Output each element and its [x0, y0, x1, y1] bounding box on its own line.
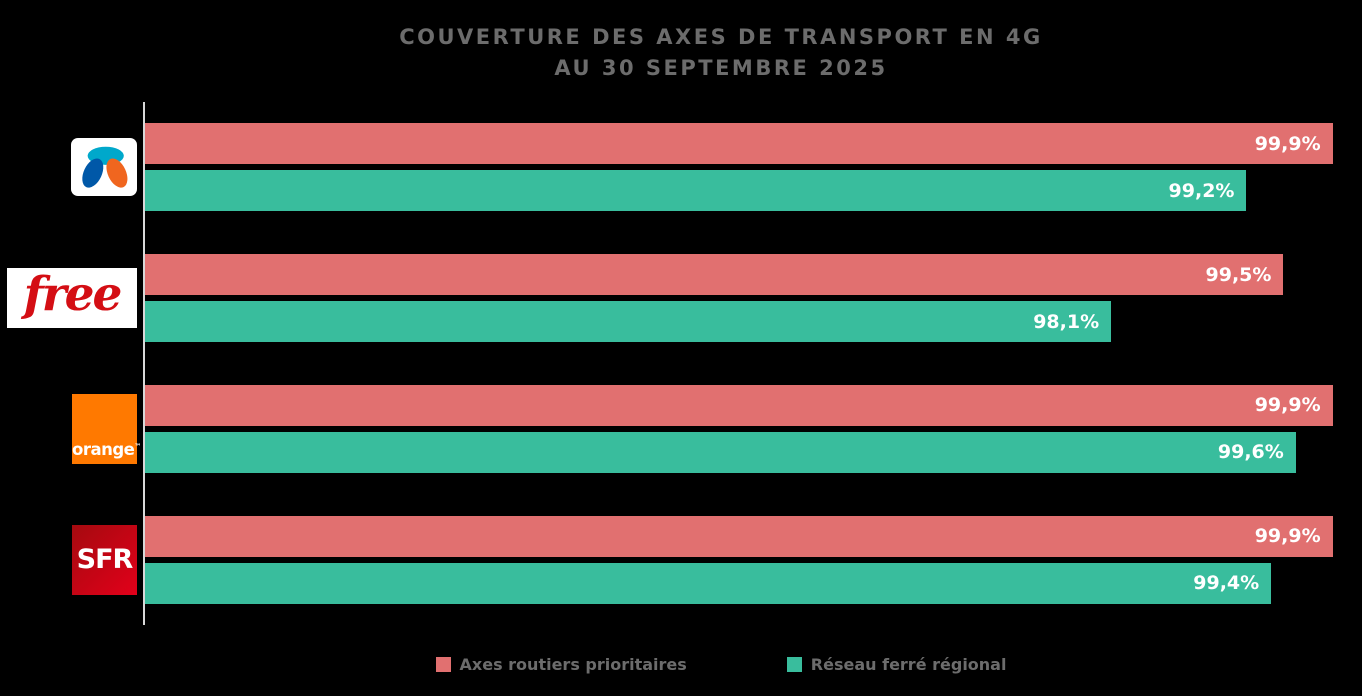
bouygues-ellipses-icon	[82, 147, 128, 188]
bars-plot: 99,9% 99,2% 99,5% 98,1% 99,9% 99,6% 99	[143, 102, 1345, 625]
chart-row-bouygues: 99,9% 99,2%	[145, 102, 1345, 233]
category-orange: orange™	[0, 364, 143, 495]
bar-bouygues-reseau-ferre: 99,2%	[145, 170, 1247, 212]
legend-swatch-axes-routiers-icon	[435, 657, 451, 672]
category-logo-column: free orange™ SFR	[0, 102, 143, 625]
sfr-logo-text: SFR	[76, 544, 134, 576]
chart-title-line1: COUVERTURE DES AXES DE TRANSPORT EN 4G	[399, 25, 1043, 49]
bar-sfr-axes-routiers: 99,9%	[145, 515, 1333, 557]
bar-free-reseau-ferre: 98,1%	[145, 301, 1112, 343]
value-label: 99,5%	[1205, 263, 1272, 286]
chart-row-free: 99,5% 98,1%	[145, 233, 1345, 364]
chart-title-line2: AU 30 SEPTEMBRE 2025	[554, 56, 888, 80]
bar-sfr-reseau-ferre: 99,4%	[145, 562, 1272, 604]
category-free: free	[0, 233, 143, 364]
value-label: 99,4%	[1193, 572, 1260, 595]
chart-row-orange: 99,9% 99,6%	[145, 364, 1345, 495]
orange-tm-mark: ™	[134, 442, 141, 451]
chart-row-sfr: 99,9% 99,4%	[145, 494, 1345, 625]
sfr-logo: SFR	[72, 524, 137, 595]
value-label: 99,6%	[1217, 441, 1284, 464]
legend-item-reseau-ferre: Réseau ferré régional	[786, 655, 1007, 674]
value-label: 99,9%	[1254, 394, 1321, 417]
orange-logo-text: orange™	[72, 439, 141, 459]
value-label: 99,2%	[1168, 179, 1235, 202]
chart-title: COUVERTURE DES AXES DE TRANSPORT EN 4G A…	[0, 22, 1362, 84]
legend: Axes routiers prioritaires Réseau ferré …	[0, 655, 1362, 674]
category-bouygues	[0, 102, 143, 233]
legend-item-axes-routiers: Axes routiers prioritaires	[435, 655, 687, 674]
bar-free-axes-routiers: 99,5%	[145, 254, 1284, 296]
legend-label-axes-routiers: Axes routiers prioritaires	[459, 655, 687, 674]
bouygues-telecom-logo	[71, 138, 137, 197]
legend-swatch-reseau-ferre-icon	[786, 657, 802, 672]
bar-orange-axes-routiers: 99,9%	[145, 384, 1333, 426]
value-label: 99,9%	[1254, 525, 1321, 548]
bar-bouygues-axes-routiers: 99,9%	[145, 123, 1333, 165]
free-logo-text: free	[23, 266, 123, 322]
free-logo: free	[7, 266, 137, 329]
plot-area: free orange™ SFR 99,9% 99,2% 99,5%	[0, 102, 1362, 625]
orange-logo: orange™	[72, 393, 141, 464]
value-label: 98,1%	[1033, 310, 1100, 333]
value-label: 99,9%	[1254, 132, 1321, 155]
category-sfr: SFR	[0, 494, 143, 625]
bar-orange-reseau-ferre: 99,6%	[145, 431, 1296, 473]
legend-label-reseau-ferre: Réseau ferré régional	[810, 655, 1007, 674]
